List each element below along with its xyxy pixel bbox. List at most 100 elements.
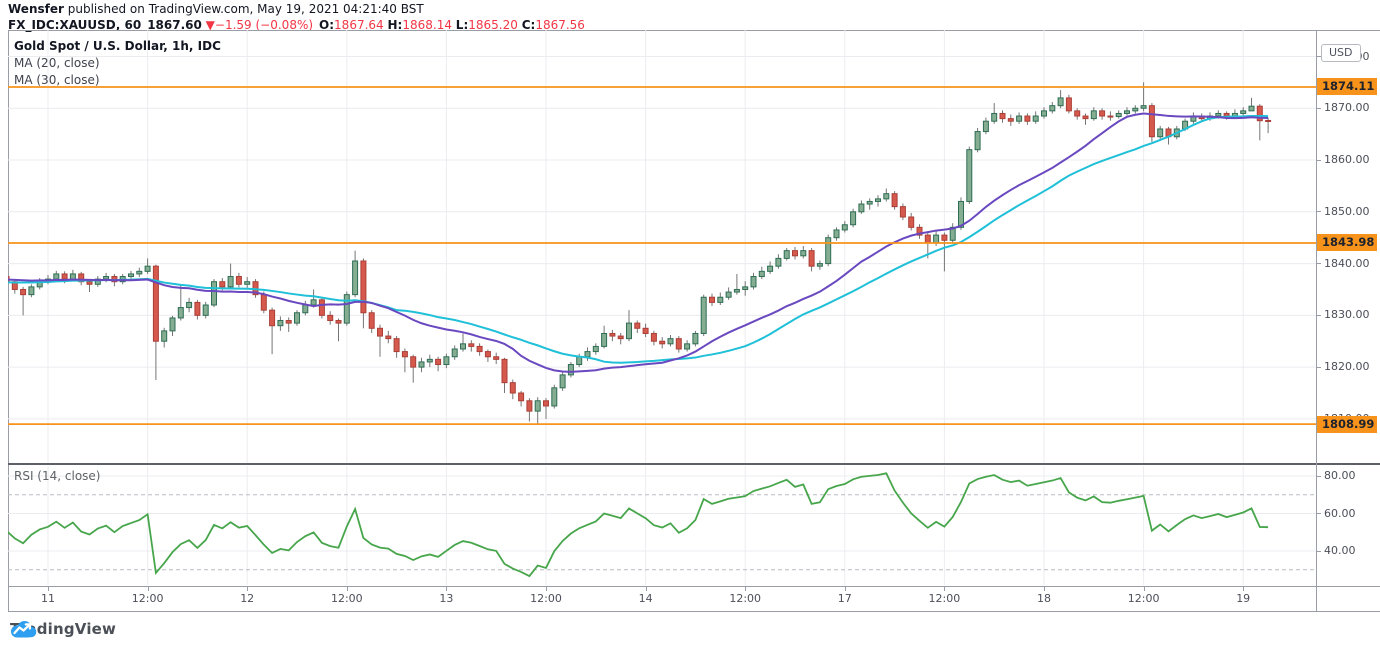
candle — [958, 200, 964, 228]
ma30-legend[interactable]: MA (30, close) — [14, 73, 100, 87]
candle — [866, 200, 873, 205]
candle — [310, 299, 317, 306]
tick-mark — [1316, 263, 1321, 265]
candle — [576, 356, 583, 366]
time-tick-label: 12:00 — [928, 592, 961, 605]
candle — [318, 299, 325, 316]
ma20-line — [8, 112, 1269, 373]
tick-mark — [1316, 107, 1321, 109]
candle — [899, 206, 906, 218]
alert-price-badge[interactable]: 1808.99 — [1317, 415, 1377, 433]
axis-top-line — [8, 586, 1380, 587]
candle — [626, 322, 632, 340]
time-tick-label: 17 — [837, 592, 852, 605]
candle — [1115, 112, 1122, 118]
candle — [28, 286, 35, 296]
candle — [941, 234, 948, 241]
time-tick-label: 12:00 — [1127, 592, 1160, 605]
tick-mark — [1316, 56, 1321, 57]
candle — [783, 250, 790, 259]
candle — [161, 330, 168, 342]
rsi-tick-label: 60.00 — [1324, 506, 1356, 520]
header: Wensfer published on TradingView.com, Ma… — [8, 2, 585, 33]
candle — [202, 304, 209, 316]
candle — [385, 335, 392, 340]
candle — [128, 273, 134, 278]
rsi-pane[interactable] — [8, 466, 1316, 585]
chart-title[interactable]: Gold Spot / U.S. Dollar, 1h, IDC — [14, 39, 221, 53]
close-label: C: — [521, 18, 536, 32]
rsi-tick-label: 80.00 — [1324, 469, 1356, 482]
candle — [1090, 110, 1097, 120]
candle — [468, 343, 475, 347]
candle — [327, 314, 334, 322]
main-chart-pane[interactable] — [8, 30, 1316, 463]
time-tick-label: 11 — [41, 592, 55, 605]
candle — [692, 332, 699, 345]
candle — [675, 338, 682, 350]
price-tick-label: 1840.00 — [1324, 256, 1370, 270]
candle — [1007, 118, 1014, 122]
candle — [1041, 110, 1047, 117]
down-triangle-icon: ▼ — [205, 18, 215, 32]
pane-divider[interactable] — [8, 463, 1380, 465]
candle — [1157, 128, 1164, 138]
candle — [53, 273, 60, 280]
candle — [1140, 105, 1147, 109]
alert-price-badge[interactable]: 1843.98 — [1317, 234, 1377, 252]
tick-mark — [346, 587, 348, 591]
price-tick-label: 1870.00 — [1324, 101, 1370, 115]
candle — [103, 276, 110, 280]
time-axis[interactable]: 11 12:00 12 12:00 13 12:00 14 12:00 17 12:00 18 12:… — [8, 587, 1380, 611]
high-value: 1868.14 — [402, 18, 452, 32]
currency-toggle-button[interactable]: USD — [1321, 44, 1361, 62]
candle — [634, 322, 641, 329]
time-tick-label: 14 — [638, 592, 653, 605]
candle — [1082, 115, 1089, 120]
alert-price-badge[interactable]: 1874.11 — [1317, 78, 1377, 96]
candle — [617, 335, 624, 340]
candle — [443, 356, 450, 366]
candle — [136, 270, 143, 275]
candle — [543, 400, 549, 407]
candle — [493, 356, 500, 360]
candle — [20, 288, 27, 296]
candle — [1124, 110, 1130, 114]
candle — [991, 112, 998, 122]
price-scale[interactable]: 1880.001870.001860.001850.001840.001830.… — [1316, 30, 1380, 611]
candle — [924, 234, 931, 244]
ma30-line — [8, 114, 1269, 364]
candle — [1032, 115, 1039, 122]
candle — [933, 234, 940, 244]
candle — [169, 317, 176, 332]
candle — [435, 358, 442, 366]
time-tick-label: 12:00 — [729, 592, 762, 605]
candle — [850, 211, 857, 226]
tick-mark — [1316, 550, 1321, 552]
candle — [219, 281, 226, 288]
ma20-legend[interactable]: MA (20, close) — [14, 56, 100, 70]
candle — [609, 332, 616, 337]
candle — [94, 278, 101, 285]
candle — [476, 345, 483, 353]
price-tick-label: 1850.00 — [1324, 204, 1370, 218]
candle — [451, 348, 458, 358]
brand-name[interactable]: TradingView — [10, 620, 117, 638]
candle — [966, 149, 973, 202]
candle — [260, 294, 267, 311]
candle — [684, 343, 691, 350]
candle — [343, 294, 350, 324]
candle — [460, 343, 466, 350]
tick-mark — [247, 587, 249, 591]
last-price: 1867.60 — [147, 18, 202, 32]
time-tick-label: 19 — [1236, 592, 1251, 605]
candle — [244, 281, 251, 285]
rsi-legend[interactable]: RSI (14, close) — [14, 469, 101, 483]
tradingview-logo-icon[interactable] — [10, 620, 37, 639]
candle — [526, 400, 533, 412]
candle — [302, 304, 309, 314]
candle — [825, 237, 832, 265]
candle — [1099, 110, 1106, 117]
tick-mark — [1316, 314, 1321, 316]
candle — [86, 281, 93, 285]
